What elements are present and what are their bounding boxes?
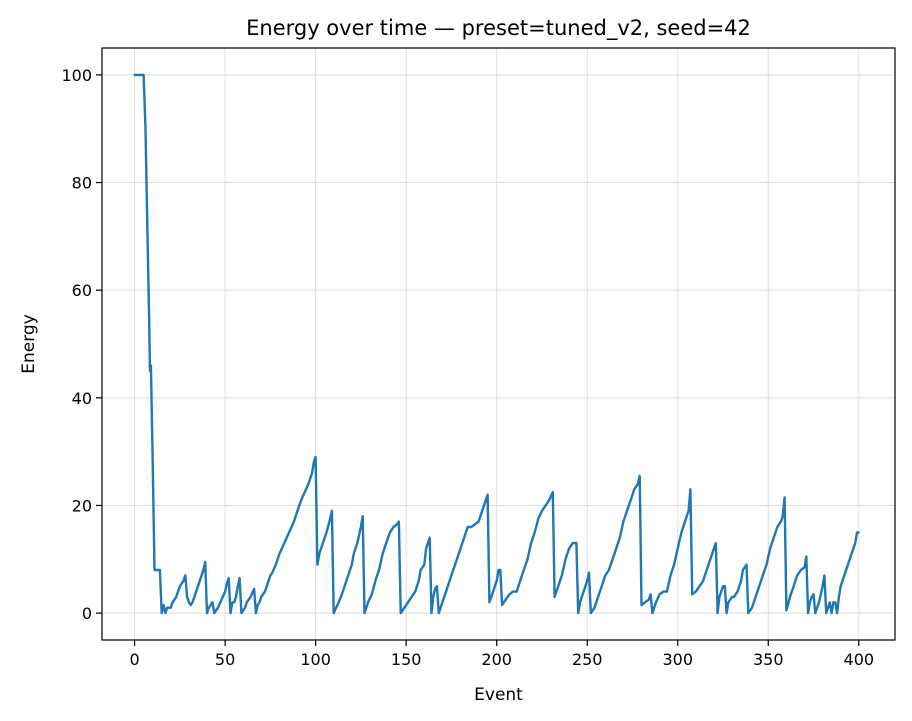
x-tick-label: 250 [572, 650, 603, 669]
x-tick-label: 400 [844, 650, 875, 669]
plot-frame [101, 47, 896, 641]
energy-series-line [133, 73, 860, 615]
x-tick-label: 100 [300, 650, 331, 669]
y-tick-label: 0 [82, 604, 92, 623]
y-axis-ticks: 0 20 40 60 80 100 [61, 66, 102, 623]
x-tick-label: 150 [391, 650, 422, 669]
grid-lines [102, 48, 895, 640]
chart-title: Energy over time — preset=tuned_v2, seed… [246, 16, 751, 41]
x-tick-label: 50 [215, 650, 235, 669]
x-tick-label: 0 [129, 650, 139, 669]
x-tick-label: 300 [662, 650, 693, 669]
x-axis-label: Event [474, 685, 523, 705]
y-tick-label: 40 [72, 389, 92, 408]
y-tick-label: 60 [72, 281, 92, 300]
x-axis-ticks: 0 50 100 150 200 250 300 350 400 [129, 640, 874, 669]
y-tick-label: 20 [72, 496, 92, 515]
y-axis-label: Energy [19, 314, 39, 374]
x-tick-label: 350 [753, 650, 784, 669]
y-tick-label: 100 [61, 66, 92, 85]
y-tick-label: 80 [72, 174, 92, 193]
x-tick-label: 200 [481, 650, 512, 669]
